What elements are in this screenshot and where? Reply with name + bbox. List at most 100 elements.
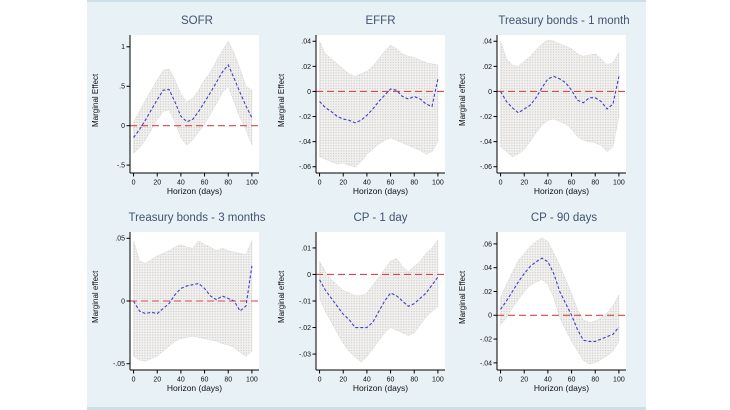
svg-text:0: 0 [499,180,503,187]
svg-text:Horizon (days): Horizon (days) [353,383,408,393]
svg-text:.06: .06 [482,241,492,248]
svg-text:20: 20 [339,180,347,187]
plot-area: .04 .02 0 -.02 -.04 -.06 0 20 40 60 80 100 Horizon (… [299,35,445,196]
plot-area: .04 .02 0 -.02 -.04 -.06 0 20 40 60 80 100 Horizon (… [480,35,626,196]
svg-text:60: 60 [568,180,576,187]
svg-text:Horizon (days): Horizon (days) [534,383,589,393]
svg-text:0: 0 [318,377,322,384]
svg-text:60: 60 [387,180,395,187]
svg-text:80: 80 [224,180,232,187]
svg-text:40: 40 [177,180,185,187]
svg-text:100: 100 [432,377,444,384]
svg-text:60: 60 [387,377,395,384]
svg-text:20: 20 [520,180,528,187]
svg-text:.01: .01 [301,245,311,252]
svg-text:-.04: -.04 [480,139,492,146]
y-axis-label: Marginal Effect [458,270,467,324]
chart-body: Marginal effect .05 0 -.05 0 20 40 60 80 100 Hori… [89,227,275,399]
chart-body: Marginal Effect .04 .02 0 -.02 -.04 -.06 0 20 40… [275,30,456,202]
svg-text:-.02: -.02 [480,336,492,343]
chart-title: CP - 90 days [530,212,598,224]
svg-text:20: 20 [153,180,161,187]
svg-text:Horizon (days): Horizon (days) [534,186,589,196]
svg-text:-.5: -.5 [117,163,125,170]
chart-cp-90-days: CP - 90 days Marginal Effect .06 .04 .02 0 -… [456,209,642,406]
figure-panel: SOFR Marginal Effect 1 .5 0 -.5 0 20 40 60 80 100… [87,0,646,410]
chart-title: CP - 1 day [353,212,408,224]
svg-text:0: 0 [318,180,322,187]
svg-text:80: 80 [224,377,232,384]
svg-text:-.03: -.03 [299,351,311,358]
y-axis-label: Marginal Effect [91,73,100,127]
svg-text:20: 20 [153,377,161,384]
plot-area: .05 0 -.05 0 20 40 60 80 100 Horizon (days) [113,232,259,393]
svg-text:.02: .02 [482,64,492,71]
svg-text:0: 0 [499,377,503,384]
svg-text:-.04: -.04 [299,139,311,146]
subplot-grid: SOFR Marginal Effect 1 .5 0 -.5 0 20 40 60 80 100… [87,2,646,406]
y-axis-label: Marginal effect [277,270,286,324]
svg-text:Horizon (days): Horizon (days) [353,186,408,196]
svg-text:100: 100 [613,180,625,187]
svg-text:40: 40 [363,377,371,384]
svg-text:-.06: -.06 [480,164,492,171]
svg-text:.02: .02 [301,64,311,71]
chart-title: EFFR [365,15,396,27]
svg-text:-.02: -.02 [480,114,492,121]
svg-text:0: 0 [132,377,136,384]
chart-cp-1-day: CP - 1 day Marginal effect .01 0 -.01 -.02 -… [275,209,456,406]
svg-text:.05: .05 [115,236,125,243]
svg-text:-.02: -.02 [299,114,311,121]
y-axis-label: Marginal effect [458,73,467,127]
svg-text:40: 40 [544,377,552,384]
svg-text:.5: .5 [119,84,125,91]
chart-body: Marginal Effect .06 .04 .02 0 -.02 -.04 0 20 40 6… [456,227,642,399]
chart-body: Marginal effect .01 0 -.01 -.02 -.03 0 20 40 60 8… [275,227,456,399]
svg-text:.04: .04 [301,39,311,46]
chart-title: Treasury bonds - 1 month [498,15,630,27]
chart-treasury-3-months: Treasury bonds - 3 months Marginal effec… [89,209,275,406]
svg-text:100: 100 [246,180,258,187]
svg-text:60: 60 [201,377,209,384]
plot-area: .01 0 -.01 -.02 -.03 0 20 40 60 80 100 Horizon (day… [299,232,445,393]
svg-text:.04: .04 [482,265,492,272]
svg-text:60: 60 [568,377,576,384]
svg-text:100: 100 [613,377,625,384]
plot-area: 1 .5 0 -.5 0 20 40 60 80 100 Horizon (days) [117,35,259,196]
svg-text:-.06: -.06 [299,164,311,171]
svg-text:-.02: -.02 [299,325,311,332]
svg-text:-.01: -.01 [299,298,311,305]
svg-text:20: 20 [339,377,347,384]
svg-text:-.05: -.05 [113,361,125,368]
svg-text:40: 40 [544,180,552,187]
svg-text:-.04: -.04 [480,360,492,367]
svg-text:60: 60 [201,180,209,187]
svg-text:80: 80 [410,377,418,384]
svg-text:0: 0 [121,298,125,305]
svg-text:0: 0 [121,123,125,130]
svg-text:100: 100 [246,377,258,384]
svg-text:0: 0 [488,313,492,320]
svg-text:20: 20 [520,377,528,384]
y-axis-label: Marginal effect [91,270,100,324]
svg-text:0: 0 [307,272,311,279]
svg-text:80: 80 [591,377,599,384]
chart-body: Marginal Effect 1 .5 0 -.5 0 20 40 60 80 100 Horiz… [89,30,275,202]
svg-text:.02: .02 [482,289,492,296]
chart-title: SOFR [181,15,213,27]
svg-text:0: 0 [132,180,136,187]
chart-treasury-1-month: Treasury bonds - 1 month Marginal effect… [456,12,642,209]
chart-title: Treasury bonds - 3 months [128,212,266,224]
svg-text:80: 80 [410,180,418,187]
y-axis-label: Marginal Effect [277,73,286,127]
svg-text:Horizon (days): Horizon (days) [167,383,222,393]
chart-effr: EFFR Marginal Effect .04 .02 0 -.02 -.04 -.06… [275,12,456,209]
svg-text:1: 1 [121,44,125,51]
svg-text:100: 100 [432,180,444,187]
chart-body: Marginal effect .04 .02 0 -.02 -.04 -.06 0 20 40… [456,30,642,202]
plot-area: .06 .04 .02 0 -.02 -.04 0 20 40 60 80 100 Horizon (d… [480,232,626,393]
chart-sofr: SOFR Marginal Effect 1 .5 0 -.5 0 20 40 60 80 100… [89,12,275,209]
svg-text:Horizon (days): Horizon (days) [167,186,222,196]
svg-text:0: 0 [488,89,492,96]
